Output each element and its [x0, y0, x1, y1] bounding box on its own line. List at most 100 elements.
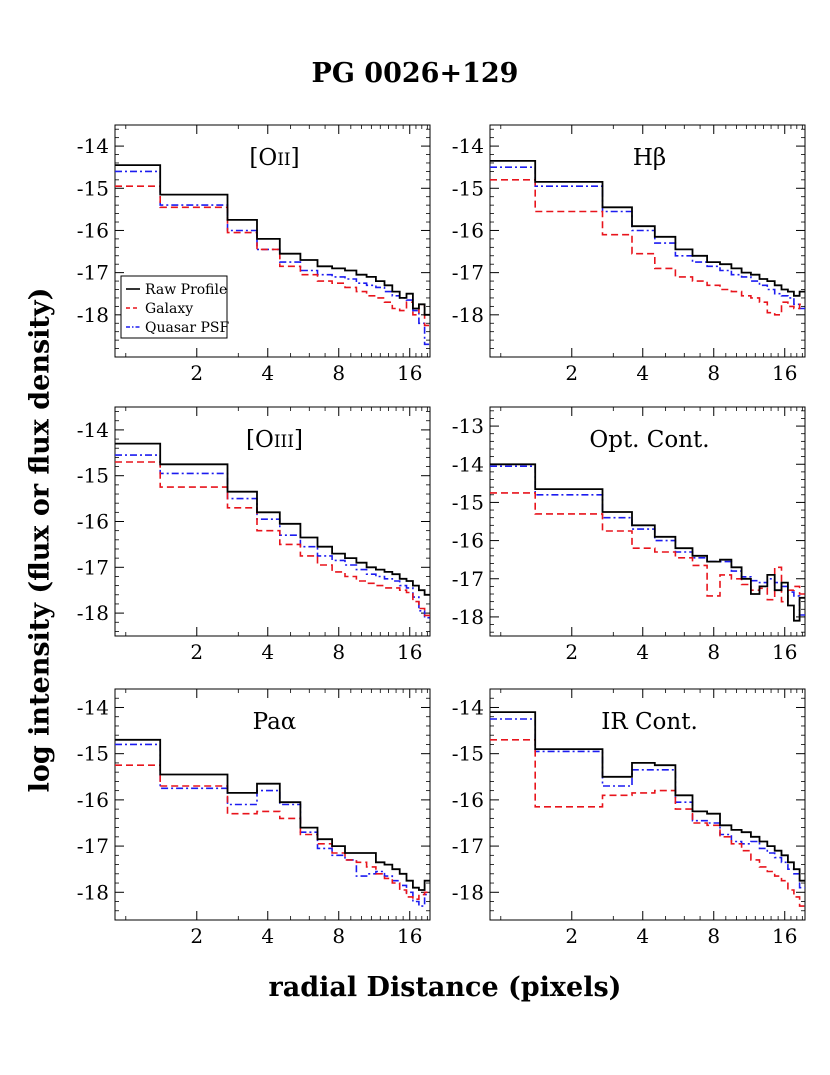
panel-title: IR Cont. [601, 709, 698, 735]
series-galaxy [115, 764, 430, 900]
x-tick-label: 16 [772, 640, 797, 664]
x-tick-label: 16 [397, 924, 422, 948]
series-galaxy [115, 185, 430, 327]
legend-label: Galaxy [145, 301, 193, 317]
panel-title: Hβ [633, 145, 666, 171]
y-tick-label: -15 [77, 464, 109, 488]
y-tick-label: -17 [77, 834, 109, 858]
panel-frame [489, 406, 806, 637]
panel-5: -14 -15 -16 -17 -18 2 4 8 16 Paα [77, 688, 431, 948]
y-tick-label: -18 [452, 880, 484, 904]
panel-title: [OIII] [246, 427, 303, 453]
panel-title: Opt. Cont. [589, 427, 709, 453]
y-tick-label: -17 [77, 555, 109, 579]
x-tick-label: 4 [636, 361, 649, 385]
x-tick-label: 4 [636, 924, 649, 948]
x-tick-label: 2 [190, 640, 203, 664]
x-tick-label: 8 [332, 640, 345, 664]
y-tick-label: -16 [77, 788, 109, 812]
y-tick-label: -18 [452, 303, 484, 327]
series-quasar-psf [490, 718, 805, 889]
y-tick-label: -15 [77, 742, 109, 766]
panel-frame [114, 124, 431, 358]
y-tick-label: -14 [452, 452, 484, 476]
series-quasar-psf [115, 743, 430, 907]
x-tick-label: 8 [332, 361, 345, 385]
panel-title: [OII] [249, 145, 299, 171]
series-quasar-psf [490, 166, 805, 310]
x-tick-label: 16 [772, 361, 797, 385]
y-tick-label: -14 [452, 695, 484, 719]
x-tick-label: 16 [397, 640, 422, 664]
series-galaxy [490, 739, 805, 907]
panel-frame [489, 124, 806, 358]
x-tick-label: 2 [565, 924, 578, 948]
x-tick-label: 8 [707, 924, 720, 948]
x-tick-label: 2 [190, 924, 203, 948]
x-tick-label: 4 [261, 361, 274, 385]
y-tick-label: -15 [452, 176, 484, 200]
series-group [490, 160, 805, 316]
y-tick-label: -13 [452, 414, 484, 438]
series-quasar-psf [115, 454, 430, 619]
series-raw-profile [490, 463, 805, 622]
series-group [115, 738, 430, 907]
series-quasar-psf [115, 170, 430, 346]
series-raw-profile [115, 442, 430, 596]
y-tick-label: -14 [77, 695, 109, 719]
y-tick-label: -17 [77, 261, 109, 285]
x-tick-label: 8 [332, 924, 345, 948]
y-tick-label: -17 [452, 261, 484, 285]
legend-label: Quasar PSF [145, 320, 230, 336]
x-axis-label: radial Distance (pixels) [268, 972, 622, 1003]
series-group [115, 442, 430, 619]
y-tick-label: -18 [452, 605, 484, 629]
panel-1: -14 -15 -16 -17 -18 2 4 8 16 [OII] [77, 124, 431, 385]
series-raw-profile [490, 160, 805, 297]
series-galaxy [115, 461, 430, 617]
y-tick-label: -15 [452, 742, 484, 766]
panel-2: -14 -15 -16 -17 -18 2 4 8 16 Hβ [452, 124, 806, 385]
figure-title: PG 0026+129 [311, 58, 519, 89]
legend: Raw Profile Galaxy Quasar PSF [120, 275, 230, 339]
y-tick-label: -16 [452, 529, 484, 553]
panel-frame [489, 688, 806, 921]
y-tick-label: -17 [452, 567, 484, 591]
y-tick-label: -14 [77, 134, 109, 158]
series-galaxy [490, 179, 805, 316]
panel-3: -14 -15 -16 -17 -18 2 4 8 16 [OIII] [77, 406, 431, 664]
y-tick-label: -18 [77, 303, 109, 327]
x-tick-label: 2 [190, 361, 203, 385]
x-tick-label: 4 [261, 924, 274, 948]
y-tick-label: -14 [452, 134, 484, 158]
panel-4: -13 -14 -15 -16 -17 -18 2 4 8 16 Opt. Cont. [452, 406, 806, 664]
legend-label: Raw Profile [145, 282, 227, 298]
x-tick-label: 16 [397, 361, 422, 385]
y-tick-label: -18 [77, 601, 109, 625]
x-tick-label: 8 [707, 640, 720, 664]
panel-title: Paα [253, 709, 297, 735]
x-tick-label: 16 [772, 924, 797, 948]
panel-6: -14 -15 -16 -17 -18 2 4 8 16 IR Cont. [452, 688, 806, 948]
series-group [490, 463, 805, 622]
x-tick-label: 4 [261, 640, 274, 664]
y-tick-label: -16 [77, 510, 109, 534]
series-raw-profile [115, 164, 430, 316]
series-group [490, 711, 805, 907]
x-tick-label: 8 [707, 361, 720, 385]
series-galaxy [490, 492, 805, 603]
y-tick-label: -16 [452, 788, 484, 812]
y-tick-label: -17 [452, 834, 484, 858]
panel-frame [114, 688, 431, 921]
series-group [115, 164, 430, 346]
series-raw-profile [115, 738, 430, 891]
series-raw-profile [490, 711, 805, 882]
y-tick-label: -16 [77, 218, 109, 242]
x-tick-label: 2 [565, 361, 578, 385]
y-tick-label: -18 [77, 880, 109, 904]
x-tick-label: 4 [636, 640, 649, 664]
x-tick-label: 2 [565, 640, 578, 664]
y-tick-label: -16 [452, 218, 484, 242]
